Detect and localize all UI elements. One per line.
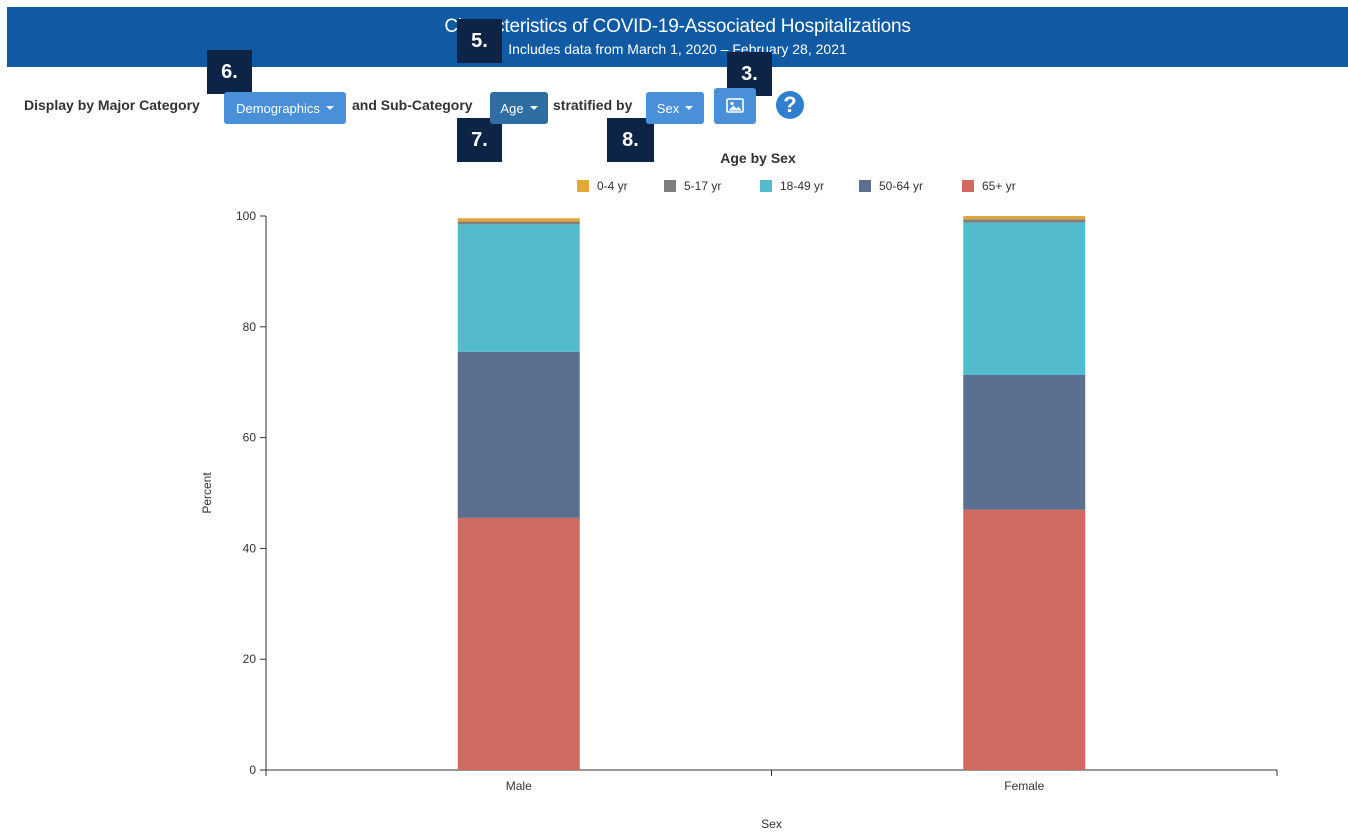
x-axis-title: Sex <box>761 817 782 831</box>
stratify-dropdown[interactable]: Sex <box>646 92 704 124</box>
callout-5: 5. <box>457 19 502 63</box>
chart-title: Age by Sex <box>720 150 796 166</box>
legend-label: 5-17 yr <box>684 179 722 193</box>
x-tick-label: Female <box>1004 779 1044 793</box>
legend-item[interactable]: 50-64 yr <box>859 178 923 194</box>
bar-segment <box>963 222 1086 375</box>
callout-6: 6. <box>207 50 252 94</box>
sub-category-value: Age <box>500 100 524 116</box>
legend-label: 65+ yr <box>982 179 1016 193</box>
y-tick-label: 100 <box>236 209 256 223</box>
y-tick-label: 60 <box>243 431 257 445</box>
bar-segment <box>457 351 580 518</box>
help-button[interactable]: ? <box>776 91 804 119</box>
help-icon: ? <box>783 92 797 117</box>
y-tick-label: 20 <box>243 652 257 666</box>
legend-item[interactable]: 65+ yr <box>962 178 1016 194</box>
major-category-value: Demographics <box>236 100 320 116</box>
bar-segment <box>963 374 1086 510</box>
legend-swatch <box>962 180 974 192</box>
legend-swatch <box>664 180 676 192</box>
bar-segment <box>457 224 580 352</box>
download-image-button[interactable] <box>714 88 756 124</box>
legend-swatch <box>577 180 589 192</box>
y-tick-label: 80 <box>243 320 257 334</box>
legend-item[interactable]: 5-17 yr <box>664 178 721 194</box>
legend-item[interactable]: 18-49 yr <box>760 178 824 194</box>
bar-segment <box>457 218 580 222</box>
legend-swatch <box>760 180 772 192</box>
sub-category-label: and Sub-Category <box>352 97 473 113</box>
bar-segment <box>963 219 1086 223</box>
bar-segment <box>963 216 1086 220</box>
image-icon <box>726 98 744 113</box>
bar-segment <box>457 221 580 225</box>
callout-8: 8. <box>607 118 654 162</box>
chevron-down-icon <box>325 106 334 110</box>
legend-label: 0-4 yr <box>597 179 628 193</box>
chevron-down-icon <box>685 106 694 110</box>
legend-label: 50-64 yr <box>879 179 924 193</box>
bar-segment <box>457 517 580 770</box>
chevron-down-icon <box>529 106 538 110</box>
legend-swatch <box>859 180 871 192</box>
stratify-value: Sex <box>656 100 680 116</box>
y-tick-label: 40 <box>243 541 257 555</box>
stratified-label: stratified by <box>553 97 633 113</box>
legend-item[interactable]: 0-4 yr <box>577 178 628 194</box>
x-tick-label: Male <box>506 779 532 793</box>
y-tick-label: 0 <box>249 763 256 777</box>
major-category-label: Display by Major Category <box>24 97 200 113</box>
y-axis-title: Percent <box>200 472 214 514</box>
legend-label: 18-49 yr <box>780 179 825 193</box>
bar-segment <box>963 509 1086 770</box>
callout-7: 7. <box>457 118 502 162</box>
major-category-dropdown[interactable]: Demographics <box>224 92 346 124</box>
sub-category-dropdown[interactable]: Age <box>490 92 548 124</box>
banner-title: Characteristics of COVID-19-Associated H… <box>444 16 911 37</box>
